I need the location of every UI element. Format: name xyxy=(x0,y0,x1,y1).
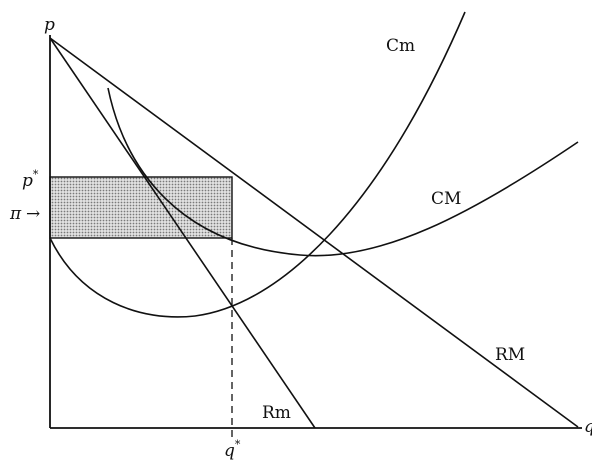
marginal-cost-label: Cm xyxy=(386,36,415,56)
average-revenue-curve xyxy=(49,37,579,428)
average-revenue-label: RM xyxy=(495,345,525,365)
average-cost-curve xyxy=(107,87,579,257)
marginal-cost-curve xyxy=(49,11,466,318)
average-cost-label: CM xyxy=(431,189,461,209)
q-star-label: q* xyxy=(224,438,241,461)
y-axis-label: p xyxy=(44,15,55,35)
marginal-revenue-curve xyxy=(49,37,316,429)
pi-label: π xyxy=(9,204,22,224)
pi-arrow-icon: → xyxy=(26,204,40,224)
x-axis-label: q xyxy=(584,417,592,437)
p-star-label: p* xyxy=(22,168,39,191)
profit-area xyxy=(49,176,233,239)
marginal-revenue-label: Rm xyxy=(262,403,291,423)
